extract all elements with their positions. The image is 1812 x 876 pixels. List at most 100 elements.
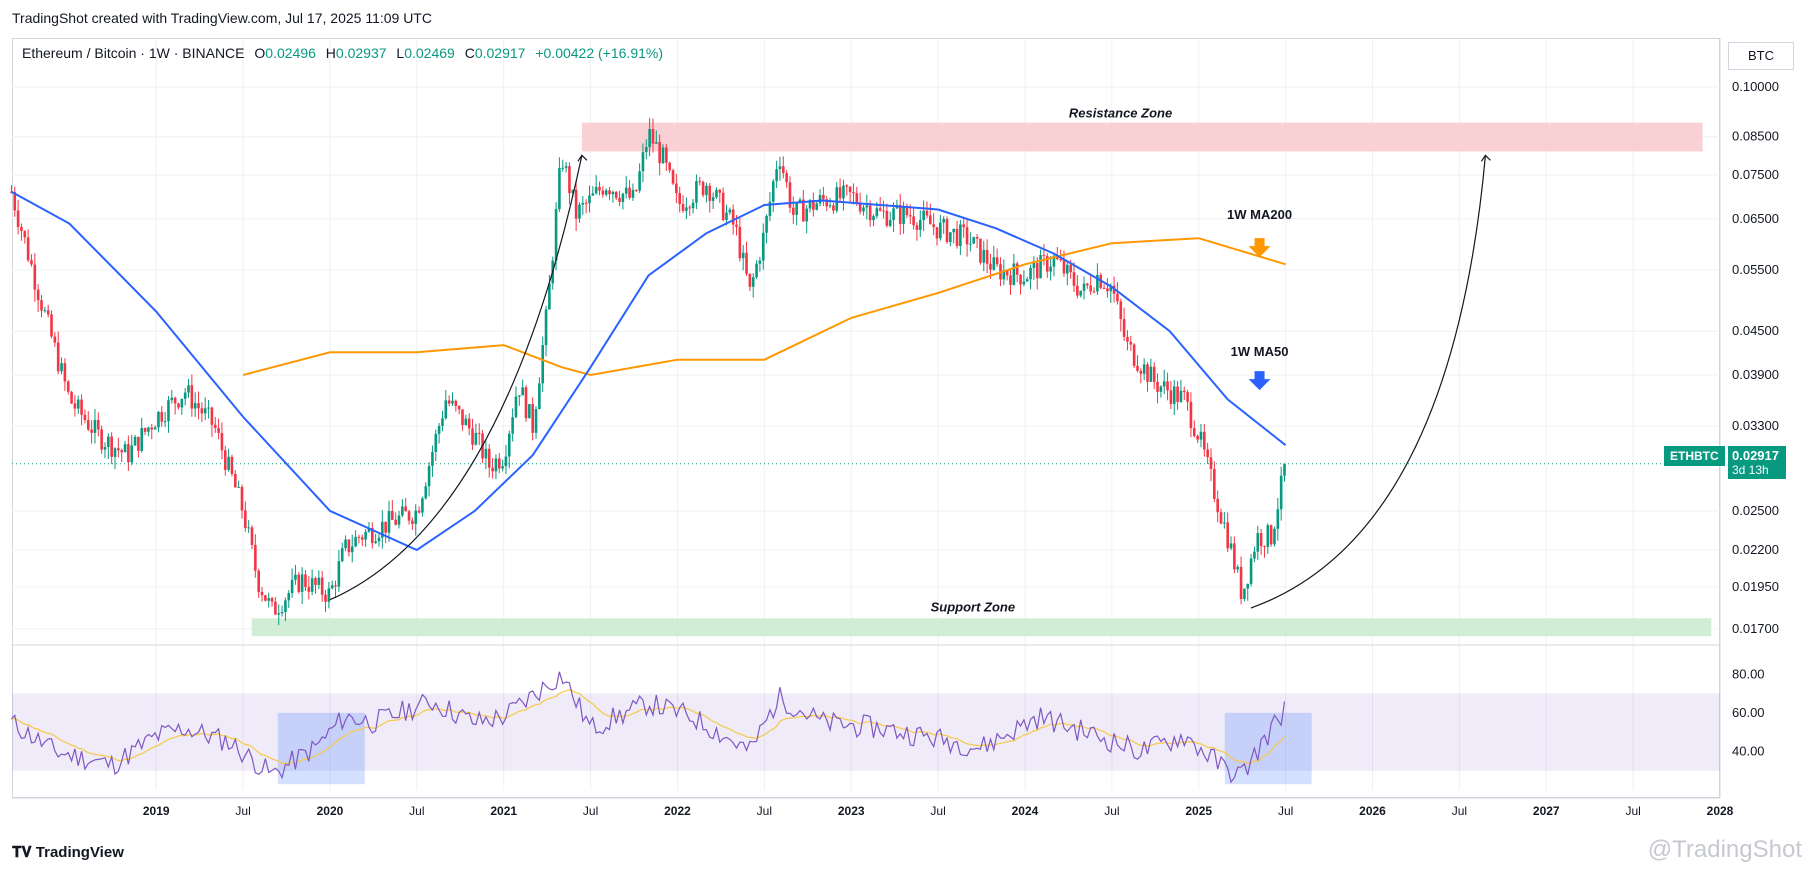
- candle-body: [671, 170, 675, 184]
- candle-body: [76, 399, 80, 409]
- candle-body: [160, 411, 164, 422]
- candle-body: [959, 224, 962, 247]
- candle-body: [982, 249, 986, 263]
- candle-body: [1243, 588, 1246, 599]
- candle-body: [975, 237, 979, 239]
- candle-body: [264, 595, 267, 601]
- candle-body: [30, 260, 33, 265]
- candle-body: [20, 226, 23, 232]
- time-tick-label: Jul: [757, 804, 772, 818]
- candle-body: [1119, 301, 1123, 320]
- rsi-tick-label: 60.00: [1732, 705, 1765, 720]
- candle-body: [100, 429, 103, 450]
- candle-body: [113, 448, 117, 457]
- candle-body: [374, 541, 377, 543]
- candle-body: [1069, 264, 1072, 273]
- currency-label[interactable]: BTC: [1728, 42, 1794, 70]
- candle-body: [538, 383, 541, 410]
- candle-body: [728, 209, 732, 213]
- candle-body: [56, 342, 60, 372]
- candle-body: [524, 387, 528, 419]
- candle-body: [875, 208, 879, 217]
- candle-body: [738, 226, 742, 259]
- candle-body: [277, 613, 281, 615]
- candle-body: [1136, 365, 1139, 371]
- cycle-arrowhead-2021: [577, 154, 588, 162]
- candle-body: [688, 207, 692, 209]
- tradingview-logo[interactable]: 𝐓𝐕 TradingView: [12, 844, 124, 861]
- candle-body: [1096, 274, 1099, 292]
- high-value: 0.02937: [335, 45, 387, 61]
- candle-body: [558, 168, 561, 210]
- candle-body: [1269, 525, 1273, 545]
- time-tick-label: 2021: [490, 804, 517, 818]
- price-tick-label: 0.02200: [1732, 542, 1779, 557]
- rsi-line: [10, 671, 1286, 784]
- time-tick-label: Jul: [235, 804, 250, 818]
- candle-body: [818, 195, 822, 204]
- candle-body: [675, 183, 678, 194]
- candle-body: [123, 444, 127, 453]
- candle-body: [1116, 293, 1119, 302]
- candle-body: [1186, 392, 1189, 402]
- candle-body: [451, 400, 454, 404]
- price-tick-label: 0.07500: [1732, 167, 1779, 182]
- candle-body: [133, 436, 137, 446]
- candle-body: [908, 215, 912, 217]
- candle-body: [220, 433, 224, 451]
- candle-body: [254, 544, 257, 571]
- candle-body: [898, 204, 902, 224]
- candle-body: [1139, 370, 1143, 374]
- candle-body: [661, 147, 665, 164]
- candle-body: [942, 219, 945, 223]
- candle-body: [1152, 366, 1156, 382]
- candle-body: [284, 600, 287, 612]
- candle-body: [501, 466, 504, 469]
- price-tick-label: 0.01950: [1732, 579, 1779, 594]
- candle-body: [340, 548, 344, 562]
- candle-body: [173, 397, 177, 404]
- candle-body: [1249, 558, 1253, 584]
- symbol-label[interactable]: Ethereum / Bitcoin · 1W · BINANCE: [22, 45, 245, 61]
- ma200-arrow-icon: [1248, 238, 1271, 258]
- candle-body: [865, 205, 869, 208]
- candle-body: [247, 527, 250, 529]
- candle-body: [213, 424, 217, 428]
- last-price: 0.02917: [1732, 448, 1779, 463]
- candle-body: [491, 467, 494, 472]
- candle-body: [431, 451, 434, 466]
- candle-body: [842, 185, 845, 199]
- candle-body: [1199, 431, 1203, 440]
- open-key: O: [254, 45, 266, 61]
- candle-body: [233, 473, 237, 488]
- candle-body: [317, 577, 321, 585]
- candle-body: [487, 448, 491, 468]
- price-tick-label: 0.06500: [1732, 211, 1779, 226]
- candle-body: [367, 528, 371, 532]
- candle-body: [685, 207, 688, 211]
- candle-body: [775, 169, 778, 182]
- candle-body: [344, 539, 347, 549]
- candle-body: [1189, 401, 1193, 429]
- candle-body: [26, 237, 30, 261]
- candle-body: [157, 411, 160, 428]
- candle-body: [1213, 468, 1216, 499]
- candle-body: [858, 203, 862, 212]
- candle-body: [862, 207, 865, 212]
- ohlc-legend: Ethereum / Bitcoin · 1W · BINANCE O0.024…: [22, 45, 663, 61]
- candle-body: [965, 227, 969, 245]
- candle-body: [868, 205, 872, 221]
- candle-body: [658, 142, 661, 164]
- rsi-band: [12, 693, 1720, 771]
- price-tick-label: 0.04500: [1732, 323, 1779, 338]
- candle-body: [808, 200, 812, 209]
- candle-body: [848, 186, 852, 193]
- candle-body: [798, 199, 802, 203]
- projection-curve: [1250, 155, 1487, 609]
- candle-body: [330, 585, 334, 589]
- candle-body: [561, 167, 565, 169]
- candle-body: [648, 129, 651, 148]
- candle-body: [1066, 264, 1069, 274]
- candle-body: [53, 336, 57, 343]
